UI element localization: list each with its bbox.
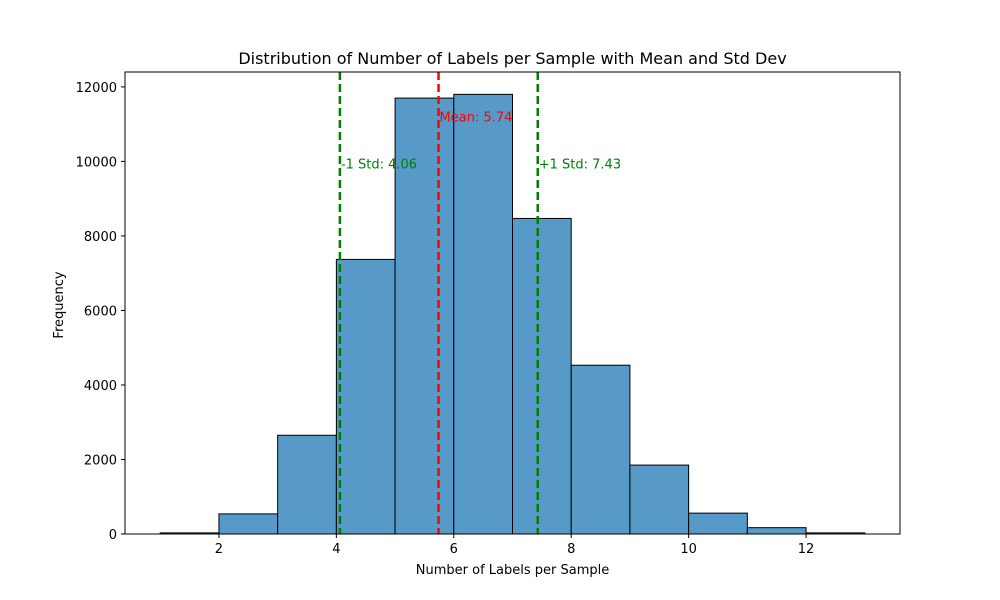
histogram-bar-9 [629, 464, 690, 535]
y-tick-label: 12000 [76, 81, 117, 96]
x-tick-label: 6 [450, 542, 458, 557]
chart-title: Distribution of Number of Labels per Sam… [238, 49, 786, 68]
y-tick-label: 0 [109, 528, 117, 543]
mean-label: Mean: 5.74 [440, 111, 513, 126]
axes-frame [124, 71, 901, 535]
x-tick-label: 10 [680, 542, 697, 557]
histogram-bar-8 [570, 364, 631, 535]
plot-area: Mean: 5.74 -1 Std: 4.06 +1 Std: 7.43 [124, 71, 901, 535]
histogram-bar-11 [746, 527, 807, 535]
x-axis-ticks: 2 4 6 8 10 12 [215, 534, 815, 557]
y-axis-label: Frequency [52, 271, 67, 338]
x-tick-label: 2 [215, 542, 223, 557]
reference-lines-group [338, 72, 539, 534]
histogram-bar-7 [512, 217, 572, 535]
y-tick-label: 6000 [84, 304, 117, 319]
y-axis-ticks: 0 2000 4000 6000 8000 10000 12000 [76, 81, 125, 543]
y-tick-label: 2000 [84, 453, 117, 468]
minus-std-label: -1 Std: 4.06 [341, 157, 417, 172]
plus-std-label: +1 Std: 7.43 [539, 157, 621, 172]
histogram-bar-10 [688, 512, 748, 535]
x-tick-label: 4 [332, 542, 340, 557]
x-tick-label: 12 [798, 542, 815, 557]
histogram-bar-2 [218, 513, 279, 535]
y-tick-label: 4000 [84, 379, 117, 394]
y-tick-label: 8000 [84, 230, 117, 245]
reference-labels-group: Mean: 5.74 -1 Std: 4.06 +1 Std: 7.43 [341, 111, 621, 173]
x-axis-label: Number of Labels per Sample [416, 563, 609, 578]
histogram-bar-6 [453, 93, 513, 535]
histogram-bar-4 [335, 258, 396, 535]
histogram-bar-3 [277, 434, 337, 535]
histogram-bar-5 [394, 97, 455, 535]
x-tick-label: 8 [567, 542, 575, 557]
bars-group [159, 93, 866, 535]
y-tick-label: 10000 [76, 155, 117, 170]
